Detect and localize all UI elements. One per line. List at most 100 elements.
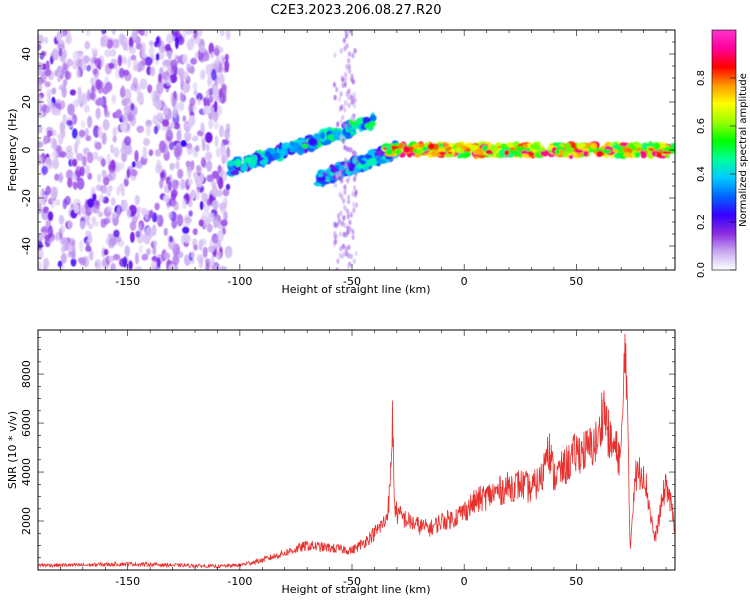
spectrogram-xtick-label: -100 [227, 275, 252, 288]
spectrogram-cell [110, 144, 114, 154]
spectrogram-cell [64, 71, 72, 80]
spectrogram-ytick-label: -40 [20, 237, 33, 255]
spectrogram-cell [38, 83, 43, 92]
spectrogram-cell [250, 154, 258, 163]
spectrogram-cell [66, 58, 73, 67]
spectrogram-cell [340, 253, 344, 259]
spectrogram-cell [197, 98, 202, 106]
spectrogram-cell [145, 248, 151, 256]
spectrogram-cell [45, 60, 50, 72]
spectrogram-cell [79, 220, 86, 230]
spectrogram-cell [336, 258, 340, 264]
spectrogram-cell [508, 143, 514, 148]
spectrogram-cell [92, 193, 97, 202]
spectrogram-cell [186, 63, 192, 73]
spectrogram-cell [272, 152, 281, 160]
spectrogram-cell [148, 46, 155, 58]
spectrogram-cell [342, 204, 347, 211]
spectrogram-cell [51, 87, 57, 95]
spectrogram-cell [177, 168, 184, 179]
spectrogram-cell [91, 47, 99, 55]
spectrogram-cell [80, 60, 87, 72]
spectrogram-cell [176, 214, 184, 227]
spectrogram-cell [71, 173, 77, 181]
spectrogram-cell [343, 189, 347, 196]
spectrogram-cell [54, 69, 59, 77]
spectrogram-cell [86, 151, 94, 164]
spectrogram-cell [86, 89, 91, 102]
spectrogram-cell [339, 134, 343, 141]
spectrogram-cell [75, 165, 82, 178]
spectrogram-cell [178, 33, 183, 43]
spectrogram-cell [52, 157, 60, 170]
spectrogram-cell [86, 65, 92, 72]
spectrogram-cell [344, 246, 348, 252]
spectrogram-cell [202, 246, 208, 258]
spectrogram-cell [93, 205, 100, 214]
spectrogram-cell [210, 255, 215, 267]
spectrogram-cell [312, 133, 323, 140]
spectrogram-cell [218, 125, 225, 138]
spectrogram-cell [67, 251, 75, 258]
spectrogram-cell [173, 201, 180, 211]
spectrogram-cell [112, 38, 119, 49]
spectrogram-cell [93, 151, 99, 161]
snr-panel: -150 -100 -50 0 50 2000 4000 6000 8000 Height of… [6, 329, 676, 596]
spectrogram-cell [170, 59, 177, 70]
spectrogram-cell [111, 30, 116, 35]
spectrogram-cell [500, 143, 507, 150]
spectrogram-cell [46, 88, 52, 99]
spectrogram-image [38, 30, 675, 270]
spectrogram-cell [215, 147, 222, 158]
spectrogram-cell [213, 219, 220, 228]
spectrogram-cell [199, 69, 206, 80]
spectrogram-cell [345, 43, 349, 49]
spectrogram-cell [349, 212, 353, 218]
snr-xtick-label: 0 [461, 575, 468, 588]
spectrogram-cell [179, 179, 186, 191]
spectrogram-cell [148, 149, 154, 157]
spectrogram-cell [131, 161, 136, 168]
spectrogram-cell [220, 219, 228, 227]
spectrogram-cell [173, 122, 181, 130]
spectrogram-cell [661, 150, 672, 155]
spectrogram-cell [134, 194, 140, 206]
spectrogram-cell [346, 263, 351, 270]
spectrogram-cell [403, 146, 410, 153]
spectrogram-cell [576, 142, 586, 148]
spectrogram-cell [203, 99, 211, 108]
spectrogram-cell [352, 185, 357, 191]
spectrogram-cell [623, 151, 633, 158]
spectrogram-cell [348, 219, 352, 226]
spectrogram-cell [521, 153, 530, 158]
spectrogram-cell [194, 145, 200, 152]
spectrogram-cell [122, 256, 128, 268]
spectrogram-cell [349, 253, 353, 260]
spectrogram-cell [360, 160, 366, 165]
spectrogram-cell [131, 30, 137, 41]
spectrogram-cell [347, 88, 351, 95]
spectrogram-cell [162, 104, 169, 117]
spectrogram-cell [51, 48, 60, 61]
spectrogram-cell [347, 64, 351, 70]
spectrogram-cell [102, 86, 110, 95]
spectrogram-cell [104, 49, 112, 58]
spectrogram-cell [169, 162, 175, 171]
spectrogram-cell [182, 198, 187, 210]
spectrogram-cell [179, 91, 184, 102]
spectrogram-cell [138, 244, 143, 254]
spectrogram-cell [116, 205, 121, 218]
spectrogram-cell [77, 53, 84, 60]
spectrogram-cell [156, 81, 164, 94]
spectrogram-cell [72, 181, 78, 189]
spectrogram-cell [409, 152, 416, 156]
spectrogram-cell [98, 194, 105, 202]
spectrogram-cell [525, 147, 531, 152]
spectrogram-cell [341, 114, 345, 121]
spectrogram-cell [52, 150, 58, 159]
spectrogram-cell [193, 244, 199, 251]
spectrogram-cell [60, 252, 67, 264]
spectrogram-cell [351, 52, 355, 59]
spectrogram-cell [120, 121, 128, 132]
spectrogram-ytick-label: -20 [20, 189, 33, 207]
